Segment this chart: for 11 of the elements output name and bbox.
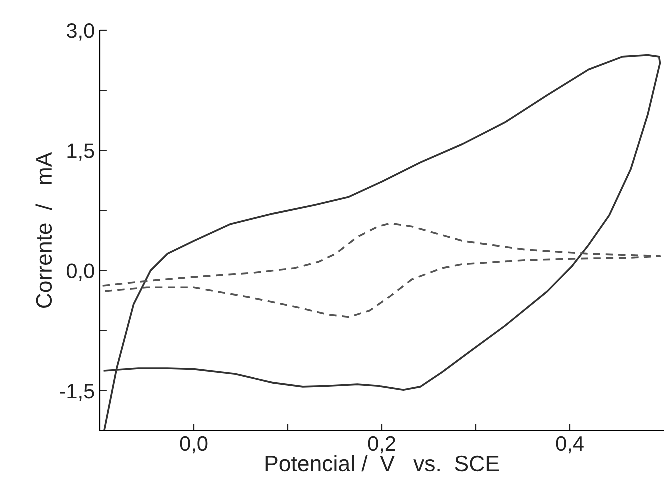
x-tick-label: 0,4 — [556, 436, 584, 454]
y-tick-label: 0,0 — [66, 264, 94, 282]
y-tick-label: 1,5 — [68, 144, 94, 161]
line-series — [104, 54, 662, 430]
y-tick-label: 3,0 — [66, 24, 94, 41]
line-series — [102, 222, 662, 318]
x-tick-label: 0,0 — [180, 436, 208, 454]
x-axis-title: Potencial / V vs. SCE — [266, 455, 499, 472]
x-tick-label: 0,2 — [368, 436, 396, 454]
y-tick-label: -1,5 — [60, 384, 94, 402]
y-axis-title: Corrente / mA — [36, 152, 52, 308]
